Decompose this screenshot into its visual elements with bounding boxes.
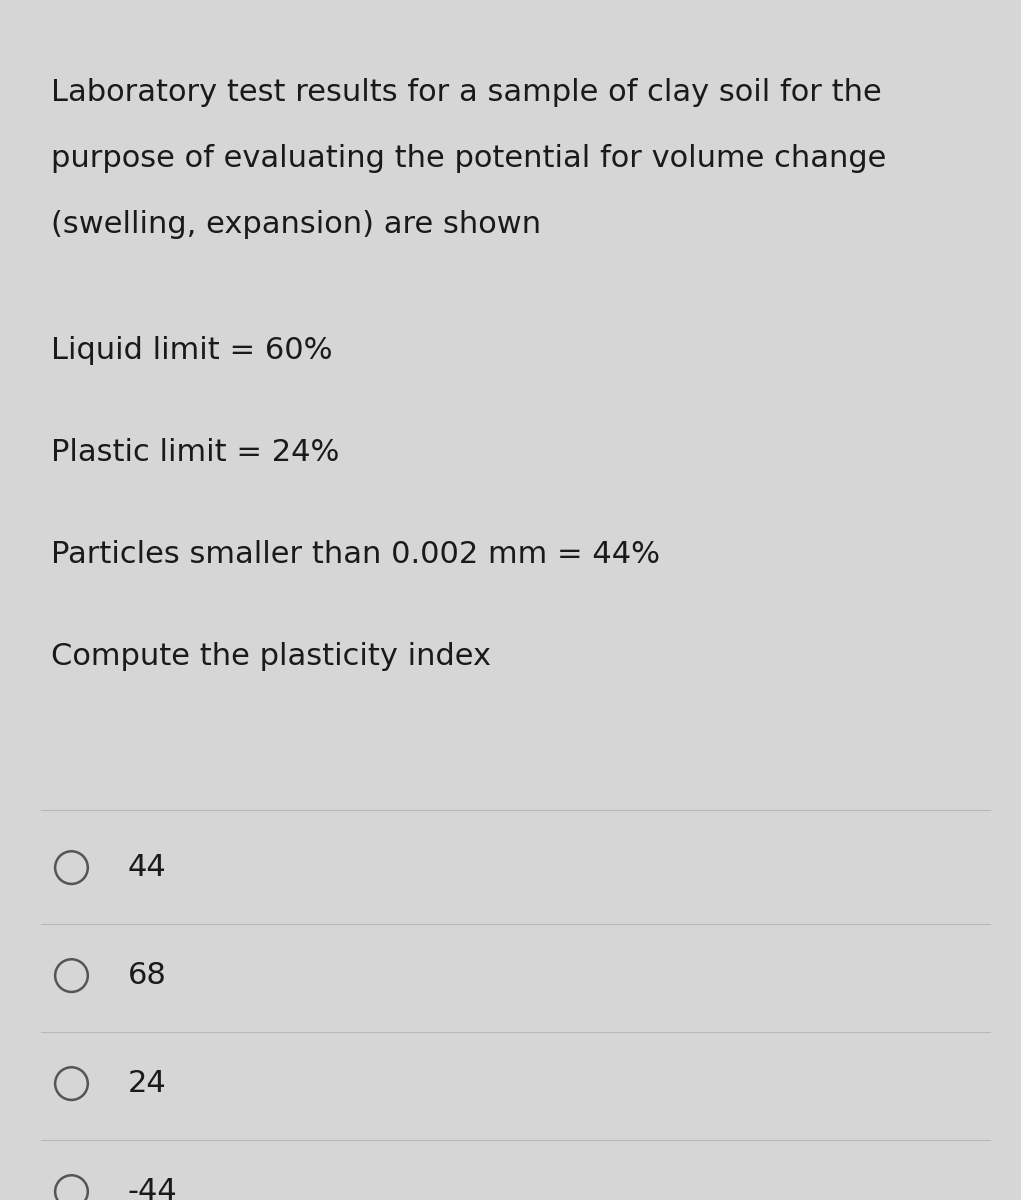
Text: Laboratory test results for a sample of clay soil for the: Laboratory test results for a sample of … [51,78,882,107]
Text: Particles smaller than 0.002 mm = 44%: Particles smaller than 0.002 mm = 44% [51,540,660,569]
Text: 44: 44 [128,853,166,882]
Text: Compute the plasticity index: Compute the plasticity index [51,642,491,671]
Text: (swelling, expansion) are shown: (swelling, expansion) are shown [51,210,541,239]
Text: purpose of evaluating the potential for volume change: purpose of evaluating the potential for … [51,144,886,173]
Text: 24: 24 [128,1069,166,1098]
Text: Liquid limit = 60%: Liquid limit = 60% [51,336,333,365]
Text: -44: -44 [128,1177,178,1200]
Text: 68: 68 [128,961,166,990]
Text: Plastic limit = 24%: Plastic limit = 24% [51,438,339,467]
